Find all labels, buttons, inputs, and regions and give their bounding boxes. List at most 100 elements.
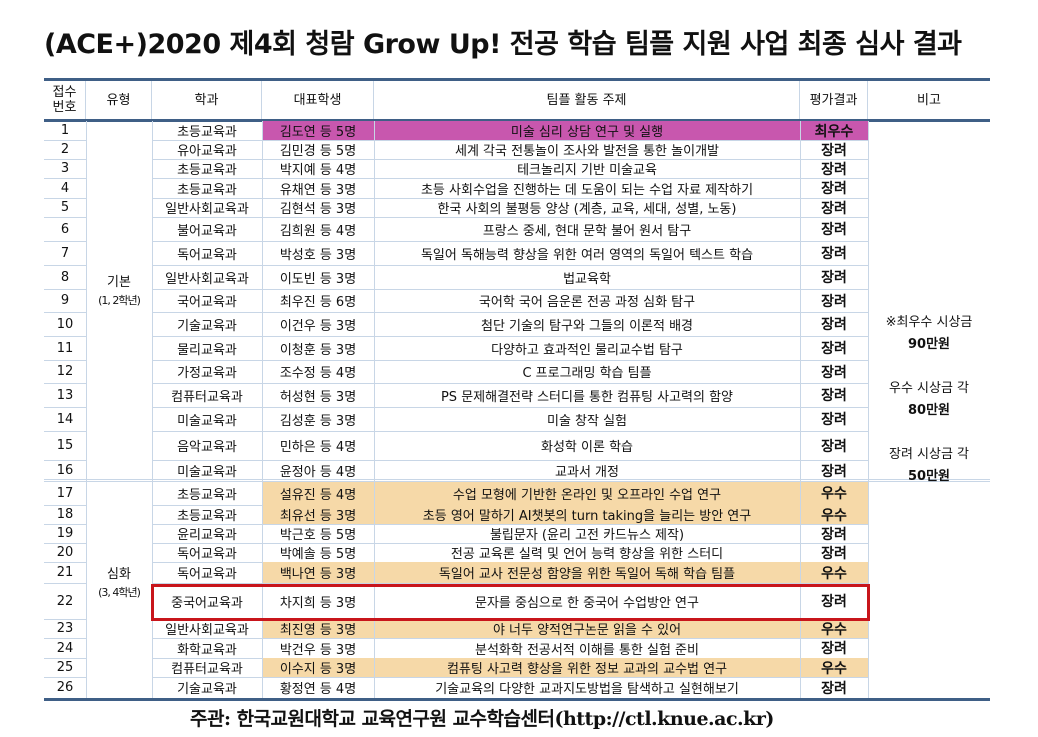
grid-line: [44, 178, 86, 179]
cell-no: 20: [56, 545, 74, 560]
grid-line: [152, 638, 868, 639]
cell-result: 최우수: [800, 121, 868, 140]
cell-topic: 국어학 국어 음운론 전공 과정 심화 탐구: [478, 295, 696, 310]
table-row: 5 일반사회교육과 김현석 등 3명 한국 사회의 불평등 양상 (계층, 교육, 세…: [44, 198, 990, 217]
cell-no: 7: [60, 245, 70, 261]
cell-result: 장려: [821, 270, 847, 286]
cell-dept: 미술교육과: [177, 465, 237, 480]
grid-line: [44, 562, 86, 563]
cell-rep: 박건우 등 3명: [279, 642, 357, 658]
cell-rep: 백나연 등 3명: [262, 562, 374, 583]
table-row: 7 독어교육과 박성호 등 3명 독일어 독해능력 향상을 위한 여러 영역의 독일어…: [44, 241, 990, 265]
grid-line: [44, 140, 86, 141]
page-title: (ACE+)2020 제4회 청람 Grow Up! 전공 학습 팀플 지원 사…: [44, 29, 962, 60]
cell-topic: 분석화학 전공서적 이해를 통한 실험 준비: [475, 642, 699, 658]
cell-no: 25: [56, 660, 74, 675]
group-label: 심화: [107, 567, 131, 582]
cell-rep: 박지예 등 4명: [279, 163, 357, 178]
cell-dept: 불어교육과: [177, 223, 237, 239]
cell-topic: 야 너두 양적연구논문 읽을 수 있어: [374, 619, 800, 638]
cell-no: 15: [56, 438, 74, 453]
cell-no: 24: [56, 640, 74, 656]
table-row: 20 독어교육과 박예솔 등 5명 전공 교육론 실력 및 언어 능력 향상을 위한 …: [44, 543, 990, 562]
cell-no: 19: [56, 526, 74, 541]
grid-line: [152, 178, 868, 179]
grid-line: [152, 583, 868, 584]
cell-dept: 일반사회교육과: [165, 202, 249, 217]
cell-no: 14: [56, 411, 74, 427]
cell-no: 11: [56, 340, 74, 356]
cell-rep: 유채연 등 3명: [279, 182, 357, 198]
grid-line: [44, 407, 86, 408]
cell-topic: PS 문제해결전략 스터디를 통한 컴퓨팅 사고력의 함양: [440, 389, 734, 405]
grid-line: [44, 677, 86, 678]
cell-result: 장려: [821, 181, 847, 197]
cell-result: 우수: [800, 505, 868, 524]
header-note: 비고: [917, 92, 941, 108]
cell-dept: 음악교육과: [177, 440, 237, 455]
cell-result: 장려: [821, 317, 847, 333]
table-row: 11 물리교육과 이청훈 등 3명 다양하고 효과적인 물리교수법 탐구 장려: [44, 336, 990, 360]
cell-result: 장려: [821, 293, 847, 310]
cell-rep: 최우진 등 6명: [279, 295, 357, 310]
cell-topic: 독일어 독해능력 향상을 위한 여러 영역의 독일어 텍스트 학습: [420, 247, 754, 263]
cell-topic: 화성학 이론 학습: [541, 440, 633, 455]
cell-no: 17: [56, 485, 74, 501]
table-row: 26 기술교육과 황정연 등 4명 기술교육의 다양한 교과지도방법을 탐색하고 실현…: [44, 677, 990, 698]
group-sublabel: (3, 4학년): [98, 586, 141, 599]
cell-result: 장려: [821, 641, 847, 657]
cell-result: 장려: [821, 341, 847, 357]
table-row: 22 중국어교육과 차지희 등 3명 문자를 중심으로 한 중국어 수업방안 연구 장려: [44, 583, 990, 619]
cell-result: 우수: [800, 658, 868, 677]
cell-result: 우수: [800, 562, 868, 583]
cell-no: 23: [56, 621, 74, 636]
cell-dept: 초등교육과: [177, 487, 237, 503]
cell-no: 22: [56, 593, 74, 609]
cell-dept: 기술교육과: [177, 682, 237, 697]
table-row: 6 불어교육과 김희원 등 4명 프랑스 중세, 현대 문학 불어 원서 탐구 장려: [44, 217, 990, 241]
cell-result: 장려: [821, 388, 847, 404]
prize-note-line: 우수 시상금 각: [888, 381, 970, 396]
cell-topic: 불립문자 (윤리 고전 카드뉴스 제작): [489, 528, 685, 543]
header-bottom-border: [44, 119, 990, 122]
grid-line: [152, 460, 868, 461]
cell-dept: 가정교육과: [177, 366, 237, 381]
group-divider: [44, 481, 990, 482]
cell-rep: 이청훈 등 3명: [279, 342, 357, 358]
table-row: 14 미술교육과 김성훈 등 3명 미술 창작 실험 장려: [44, 407, 990, 431]
grid-line: [44, 431, 86, 432]
cell-no: 1: [60, 123, 70, 138]
table-header: 접수 번호 유형 학과 대표학생 팀플 활동 주제 평가결과 비고: [44, 81, 990, 119]
header-no-line2: 번호: [52, 100, 77, 115]
cell-dept: 초등교육과: [177, 509, 237, 524]
prize-note-line: 50만원: [907, 469, 950, 484]
group-divider: [44, 479, 990, 480]
cell-result: 장려: [821, 161, 847, 178]
table-row: 16 미술교육과 윤정아 등 4명 교과서 개정 장려: [44, 460, 990, 481]
cell-topic: 초등 영어 말하기 AI챗봇의 turn taking을 늘리는 방안 연구: [374, 505, 800, 524]
cell-result: 장려: [821, 246, 847, 262]
cell-dept: 일반사회교육과: [165, 271, 249, 287]
cell-topic: 전공 교육론 실력 및 언어 능력 향상을 위한 스터디: [450, 547, 724, 562]
cell-no: 9: [60, 293, 70, 308]
grid-line: [152, 677, 868, 678]
header-dept: 학과: [152, 81, 262, 119]
grid-line: [152, 265, 868, 266]
cell-dept: 물리교육과: [177, 342, 237, 358]
table-row: 4 초등교육과 유채연 등 3명 초등 사회수업을 진행하는 데 도움이 되는 수업 …: [44, 178, 990, 198]
cell-dept: 중국어교육과: [171, 595, 243, 611]
table-row: 2 유아교육과 김민경 등 5명 세계 각국 전통놀이 조사와 발전을 통한 놀이개발…: [44, 140, 990, 159]
grid-line: [44, 241, 86, 242]
grid-line: [152, 312, 868, 313]
cell-no: 8: [60, 269, 70, 285]
grid-line: [152, 524, 868, 525]
cell-topic: C 프로그래밍 학습 팀플: [522, 366, 652, 381]
cell-dept: 미술교육과: [177, 413, 237, 429]
cell-rep: 차지희 등 3명: [279, 595, 357, 611]
cell-no: 13: [56, 387, 74, 403]
cell-result: 우수: [800, 619, 868, 638]
cell-topic: 초등 사회수업을 진행하는 데 도움이 되는 수업 자료 제작하기: [420, 182, 754, 198]
grid-line: [44, 505, 86, 506]
group-label: 기본: [107, 275, 131, 290]
grid-line: [44, 543, 86, 544]
